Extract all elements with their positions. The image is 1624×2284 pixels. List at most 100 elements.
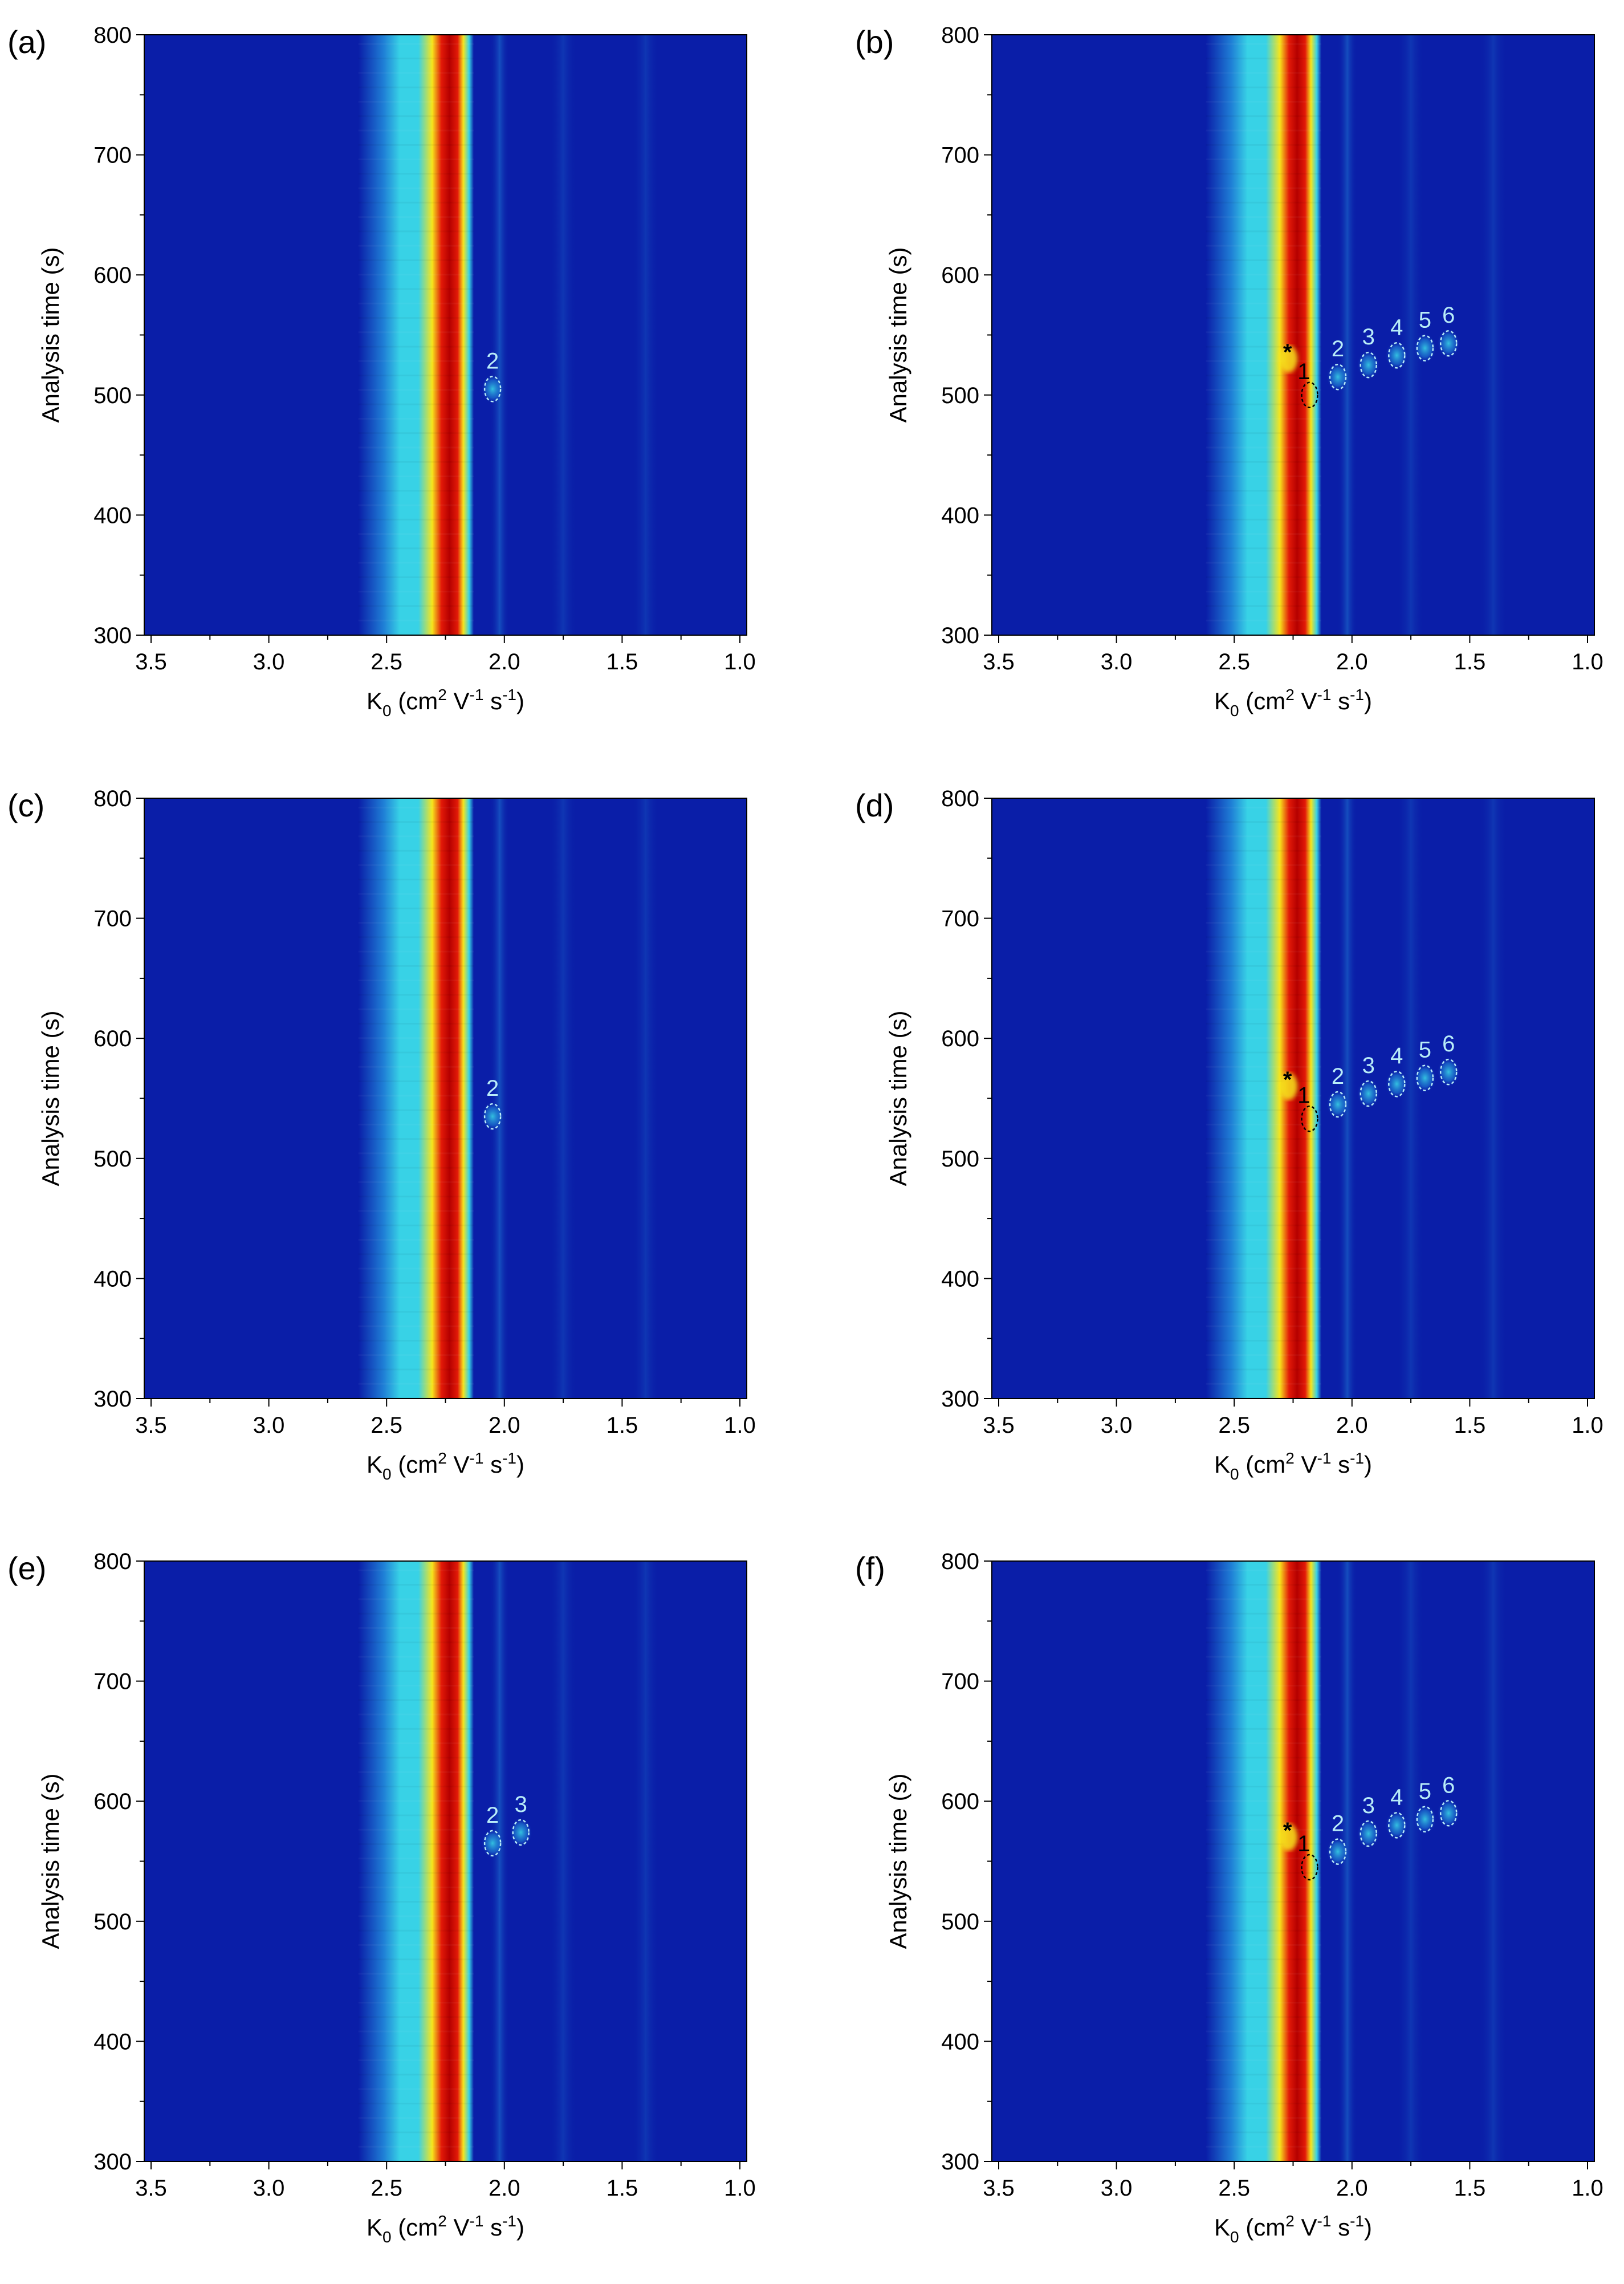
y-tick-label: 300: [941, 2149, 979, 2175]
x-tick-label: 3.0: [253, 649, 285, 674]
band-striation: [358, 835, 474, 838]
x-tick-label: 1.5: [607, 2176, 638, 2201]
x-tick-label: 3.0: [253, 1413, 285, 1438]
x-axis-label: K0 (cm2 V-1 s-1): [367, 2212, 524, 2246]
band-striation: [358, 159, 474, 161]
band-striation: [358, 907, 474, 909]
band-striation: [1206, 1656, 1322, 1658]
y-axis-label: Analysis time (s): [37, 247, 64, 422]
band-striation: [358, 1757, 474, 1759]
band-striation: [358, 375, 474, 377]
x-tick-label: 1.0: [1572, 1413, 1603, 1438]
band-striation: [1206, 864, 1322, 866]
panel-label: (e): [7, 1550, 46, 1586]
x-tick-label: 1.0: [1572, 649, 1603, 674]
band-striation: [1206, 100, 1322, 103]
band-striation: [1206, 159, 1322, 161]
band-striation: [358, 187, 474, 189]
band-striation: [358, 288, 474, 290]
band-striation: [1206, 1685, 1322, 1687]
x-tick-label: 3.0: [1101, 1413, 1133, 1438]
band-striation: [358, 619, 474, 621]
y-tick-label: 300: [941, 623, 979, 648]
x-tick-label: 3.5: [135, 2176, 167, 2201]
minor-band: [550, 1561, 577, 2161]
y-tick-label: 600: [941, 1789, 979, 1814]
peak-marker: [1439, 1058, 1458, 1086]
peak-label: 5: [1419, 308, 1431, 333]
x-tick-label: 2.0: [489, 1413, 520, 1438]
band-striation: [1206, 1699, 1322, 1701]
band-striation: [1206, 936, 1322, 938]
band-striation: [358, 1196, 474, 1198]
band-striation: [358, 2145, 474, 2148]
band-striation: [1206, 490, 1322, 492]
band-striation: [1206, 1152, 1322, 1155]
band-striation: [358, 1656, 474, 1658]
peak-marker: [1301, 1854, 1318, 1881]
peak-label: 4: [1390, 1043, 1403, 1068]
minor-band: [490, 798, 510, 1399]
y-tick-label: 500: [93, 383, 132, 408]
y-tick-label: 700: [941, 143, 979, 168]
minor-band: [1479, 798, 1507, 1399]
heatmap: [358, 798, 660, 1399]
band-striation: [1206, 1915, 1322, 1917]
x-tick-label: 2.5: [1218, 649, 1250, 674]
band-striation: [358, 1282, 474, 1284]
minor-band: [1479, 1561, 1507, 2161]
peak-label: 3: [1362, 1793, 1375, 1818]
band-striation: [1206, 1066, 1322, 1068]
y-tick-label: 800: [941, 1549, 979, 1574]
x-axis-label: K0 (cm2 V-1 s-1): [1214, 686, 1372, 720]
band-striation: [1206, 1800, 1322, 1802]
band-striation: [1206, 1095, 1322, 1097]
band-striation: [1206, 576, 1322, 578]
band-striation: [358, 302, 474, 304]
main-peak-band: [1206, 1561, 1322, 2161]
band-striation: [1206, 821, 1322, 823]
band-striation: [358, 331, 474, 334]
band-striation: [1206, 317, 1322, 319]
peak-label: 2: [486, 1803, 499, 1828]
band-striation: [358, 86, 474, 88]
band-striation: [1206, 1210, 1322, 1212]
band-striation: [358, 922, 474, 924]
band-striation: [1206, 1138, 1322, 1140]
band-striation: [358, 1771, 474, 1773]
band-striation: [358, 980, 474, 982]
band-striation: [358, 950, 474, 953]
band-striation: [1206, 461, 1322, 463]
band-striation: [1206, 1713, 1322, 1716]
band-striation: [358, 864, 474, 866]
band-striation: [358, 1641, 474, 1644]
band-striation: [358, 1066, 474, 1068]
band-striation: [358, 1612, 474, 1615]
band-striation: [358, 1368, 474, 1371]
band-striation: [358, 1037, 474, 1039]
x-tick-label: 3.0: [1101, 649, 1133, 674]
band-striation: [358, 317, 474, 319]
band-striation: [1206, 360, 1322, 362]
band-striation: [358, 446, 474, 449]
band-striation: [358, 201, 474, 204]
band-striation: [1206, 562, 1322, 564]
band-striation: [358, 1800, 474, 1802]
band-striation: [1206, 129, 1322, 132]
band-striation: [1206, 1297, 1322, 1299]
band-striation: [358, 1713, 474, 1716]
peak-label: 2: [486, 1076, 499, 1101]
peak-label: 1: [1297, 1083, 1310, 1108]
band-striation: [358, 936, 474, 938]
y-tick-label: 500: [93, 1909, 132, 1935]
band-striation: [358, 518, 474, 521]
band-striation: [358, 1843, 474, 1846]
band-striation: [358, 245, 474, 247]
minor-band: [490, 1561, 510, 2161]
y-tick-label: 300: [93, 2149, 132, 2175]
peak-marker: [1439, 1800, 1458, 1827]
band-striation: [1206, 1872, 1322, 1874]
band-striation: [358, 476, 474, 478]
panels: 3.5 3.0 2.5 2.0 1.5 1.0 300 400 500 600 700 800 Anal…: [7, 23, 1603, 2246]
band-striation: [358, 360, 474, 362]
